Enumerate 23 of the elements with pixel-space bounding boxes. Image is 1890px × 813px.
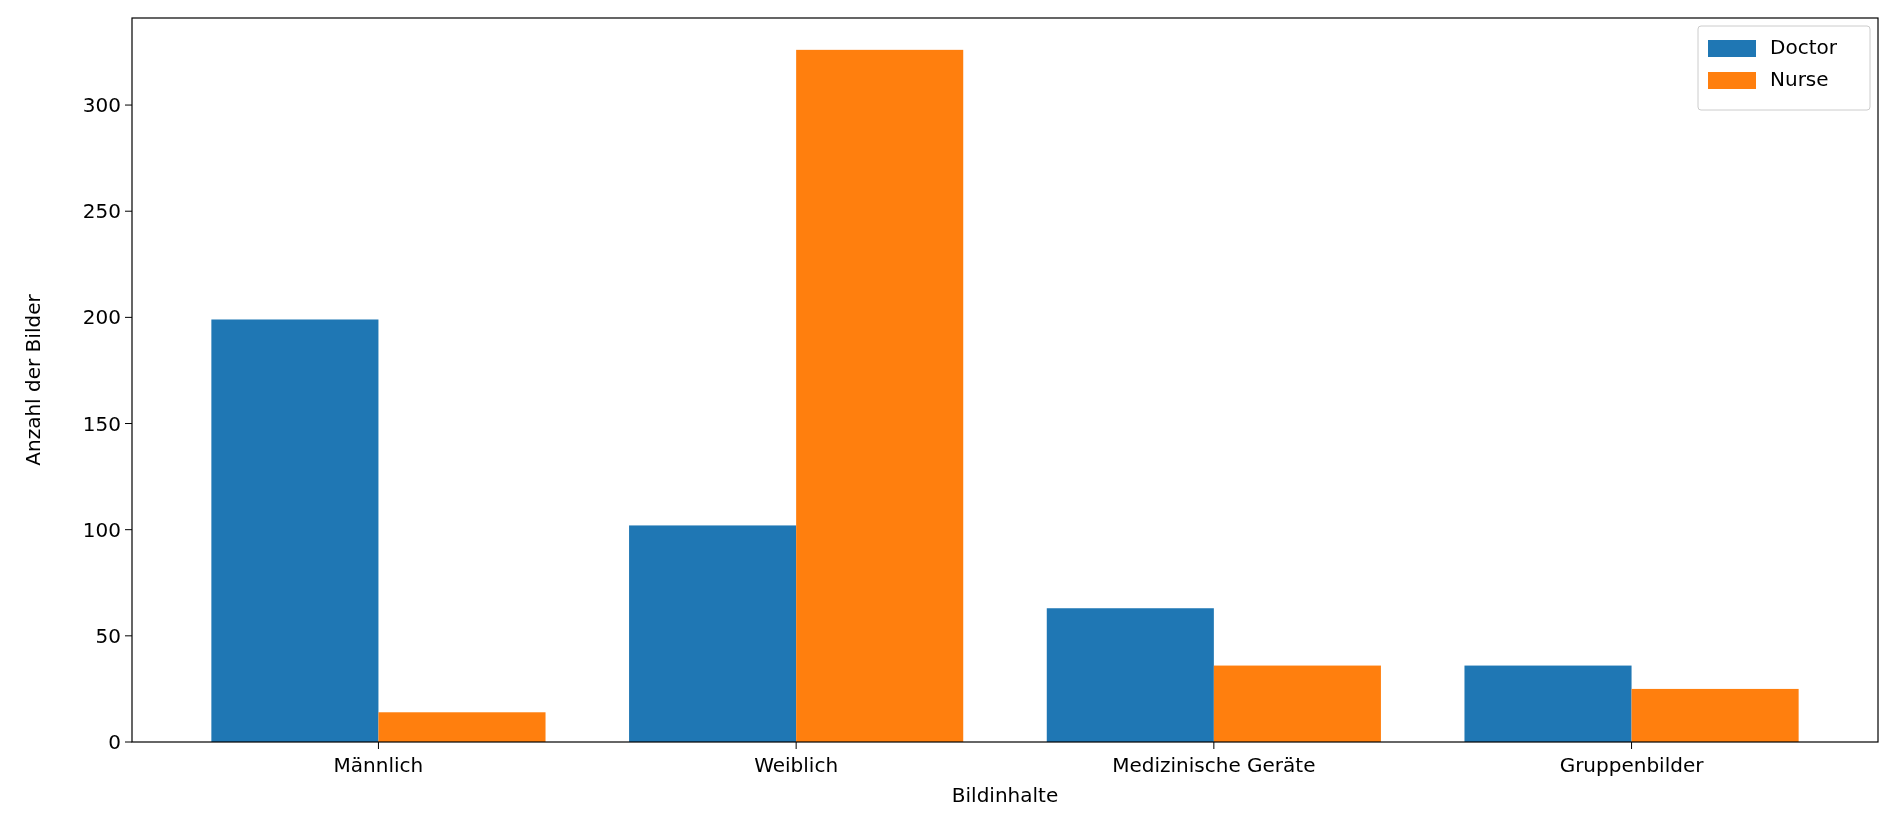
bar (211, 319, 379, 742)
y-tick-label: 300 (82, 93, 121, 118)
y-tick-label: 0 (108, 730, 121, 754)
bar (629, 525, 797, 742)
y-tick-label: 100 (82, 517, 121, 542)
y-tick-label: 250 (82, 199, 121, 224)
bar (1213, 665, 1381, 742)
x-tick-label: Medizinische Geräte (1112, 753, 1316, 777)
bar (1631, 688, 1799, 742)
bar (796, 49, 964, 742)
x-tick-label: Gruppenbilder (1559, 753, 1705, 777)
y-tick-label: 50 (95, 623, 121, 648)
x-tick-label: Männlich (333, 753, 424, 777)
legend-label: Doctor (1770, 35, 1838, 59)
bar (1464, 665, 1632, 742)
y-axis-title: Anzahl der Bilder (21, 293, 45, 466)
y-tick-label: 150 (82, 411, 121, 436)
bar (1046, 608, 1214, 742)
x-axis-title: Bildinhalte (951, 783, 1059, 807)
x-tick-label: Weiblich (754, 753, 839, 777)
bar (378, 712, 546, 742)
legend-label: Nurse (1770, 67, 1829, 91)
y-tick-label: 200 (82, 305, 121, 330)
